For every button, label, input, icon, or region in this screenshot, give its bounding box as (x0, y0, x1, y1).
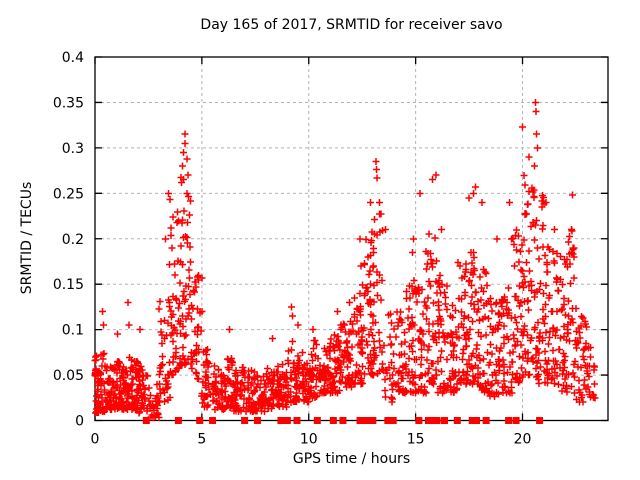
x-tick-label: 0 (91, 432, 100, 448)
y-tick-label: 0.15 (53, 277, 84, 293)
y-tick-label: 0.25 (53, 186, 84, 202)
zero-flag-marker (482, 417, 490, 424)
zero-flag-marker (453, 417, 461, 424)
zero-flag-marker (356, 417, 364, 424)
zero-flag-marker (339, 417, 347, 424)
chart-title: Day 165 of 2017, SRMTID for receiver sav… (200, 17, 503, 33)
y-tick-label: 0.1 (62, 323, 84, 339)
zero-flag-marker (329, 417, 337, 424)
zero-flag-marker (283, 417, 291, 424)
zero-flag-marker (196, 417, 204, 424)
zero-flag-marker (505, 417, 513, 424)
zero-flag-marker (241, 417, 249, 424)
zero-flag-marker (473, 417, 481, 424)
zero-flag-marker (429, 417, 437, 424)
zero-flag-marker (468, 417, 476, 424)
zero-flag-marker (369, 417, 377, 424)
y-tick-label: 0.2 (62, 232, 84, 248)
x-axis-title: GPS time / hours (292, 451, 411, 467)
y-tick-label: 0.4 (62, 50, 84, 66)
zero-flag-marker (277, 417, 285, 424)
scatter-points (91, 99, 599, 421)
y-tick-label: 0.05 (53, 368, 84, 384)
x-tick-label: 5 (197, 432, 206, 448)
y-tick-label: 0.3 (62, 141, 84, 157)
x-tick-label: 20 (514, 432, 532, 448)
zero-flag-marker (389, 417, 397, 424)
zero-flag-marker (433, 417, 441, 424)
zero-flag-marker (512, 417, 520, 424)
x-tick-label: 10 (300, 432, 318, 448)
zero-flag-marker (174, 417, 182, 424)
zero-flag-marker (440, 417, 448, 424)
zero-flag-marker (142, 417, 150, 424)
zero-flag-marker (415, 417, 423, 424)
zero-flag-marker (362, 417, 370, 424)
x-tick-label: 15 (407, 432, 425, 448)
zero-flag-marker (253, 417, 261, 424)
zero-flag-marker (313, 417, 321, 424)
zero-flag-marker (424, 417, 432, 424)
plot-border (94, 56, 609, 422)
y-tick-label: 0 (75, 414, 84, 430)
zero-flag-marker (209, 417, 217, 424)
zero-flag-marker (293, 417, 301, 424)
zero-flag-marker (536, 417, 544, 424)
zero-flag-marker (384, 417, 392, 424)
axis-ticks (94, 56, 608, 422)
y-tick-label: 0.35 (53, 95, 84, 111)
